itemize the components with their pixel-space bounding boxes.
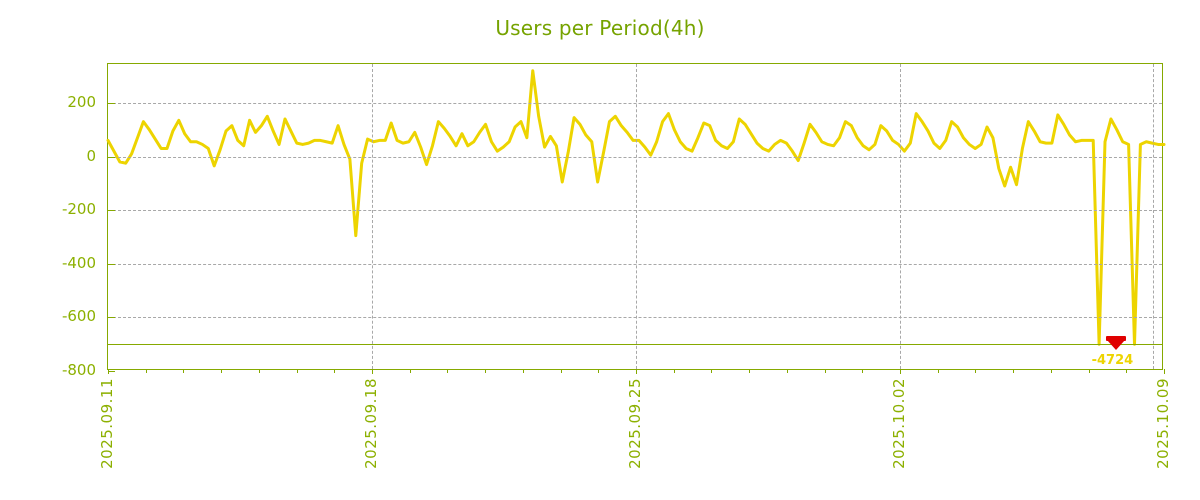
threshold-line — [108, 344, 1162, 346]
x-axis-tick-minor — [258, 369, 260, 373]
gridline-horizontal — [108, 156, 1162, 158]
x-axis-tick-minor — [749, 369, 751, 373]
y-axis-tick — [108, 263, 115, 265]
y-axis-tick-label: -600 — [61, 307, 96, 326]
x-axis-tick-minor — [711, 369, 713, 373]
x-axis-tick-major — [372, 369, 373, 374]
x-axis-tick-major — [1164, 369, 1165, 374]
x-axis-tick-minor — [1013, 369, 1015, 373]
gridline-horizontal — [108, 263, 1162, 265]
gridline-vertical — [900, 64, 901, 369]
y-axis-tick-label: -400 — [61, 253, 96, 272]
gridline-vertical — [372, 64, 373, 369]
x-axis-tick-minor — [334, 369, 336, 373]
x-axis-tick-minor — [1050, 369, 1052, 373]
gridline-horizontal — [108, 210, 1162, 212]
clipped-value-marker-triangle-icon — [1106, 340, 1125, 351]
x-axis-tick-minor — [975, 369, 977, 373]
clipped-value-marker-bar — [1105, 336, 1126, 342]
y-axis-tick — [108, 102, 115, 104]
x-axis-tick-label: 2025.09.11 — [98, 378, 116, 469]
x-axis-tick-minor — [862, 369, 864, 373]
x-axis-tick-minor — [409, 369, 411, 373]
x-axis-tick-minor — [673, 369, 675, 373]
x-axis-tick-minor — [221, 369, 223, 373]
x-axis-tick-label: 2025.09.18 — [362, 378, 380, 469]
x-axis-tick-minor — [1088, 369, 1090, 373]
x-axis-tick-minor — [560, 369, 562, 373]
gridline-vertical — [1153, 64, 1154, 369]
gridline-vertical — [636, 64, 637, 369]
x-axis-tick-minor — [296, 369, 298, 373]
plot-area — [106, 63, 1166, 374]
x-axis-tick-minor — [145, 369, 147, 373]
y-axis-tick-label: -200 — [61, 200, 96, 219]
y-axis-tick-label: 0 — [86, 146, 96, 165]
x-axis-tick-minor — [183, 369, 185, 373]
x-axis-tick-major — [900, 369, 901, 374]
y-axis-tick-label: 200 — [67, 92, 96, 111]
x-axis-tick-minor — [937, 369, 939, 373]
chart-title: Users per Period(4h) — [495, 16, 705, 40]
x-axis-tick-minor — [824, 369, 826, 373]
gridline-horizontal — [108, 317, 1162, 319]
x-axis-tick-major — [636, 369, 637, 374]
x-axis-tick-major — [108, 369, 109, 374]
x-axis-tick-minor — [522, 369, 524, 373]
y-axis-tick — [108, 317, 115, 319]
x-axis-tick-label: 2025.09.25 — [626, 378, 644, 469]
y-axis-tick — [108, 156, 115, 158]
gridline-horizontal — [108, 102, 1162, 104]
clipped-value-label: -4724 — [1091, 353, 1134, 369]
y-axis-tick — [108, 371, 115, 372]
x-axis-tick-minor — [786, 369, 788, 373]
x-axis-tick-minor — [485, 369, 487, 373]
y-axis-tick — [108, 210, 115, 212]
x-axis-tick-label: 2025.10.02 — [890, 378, 908, 469]
x-axis-tick-minor — [598, 369, 600, 373]
x-axis-tick-minor — [447, 369, 449, 373]
x-axis-tick-label: 2025.10.09 — [1154, 378, 1172, 469]
y-axis-tick-label: -800 — [61, 361, 96, 379]
x-axis-tick-minor — [1126, 369, 1128, 373]
